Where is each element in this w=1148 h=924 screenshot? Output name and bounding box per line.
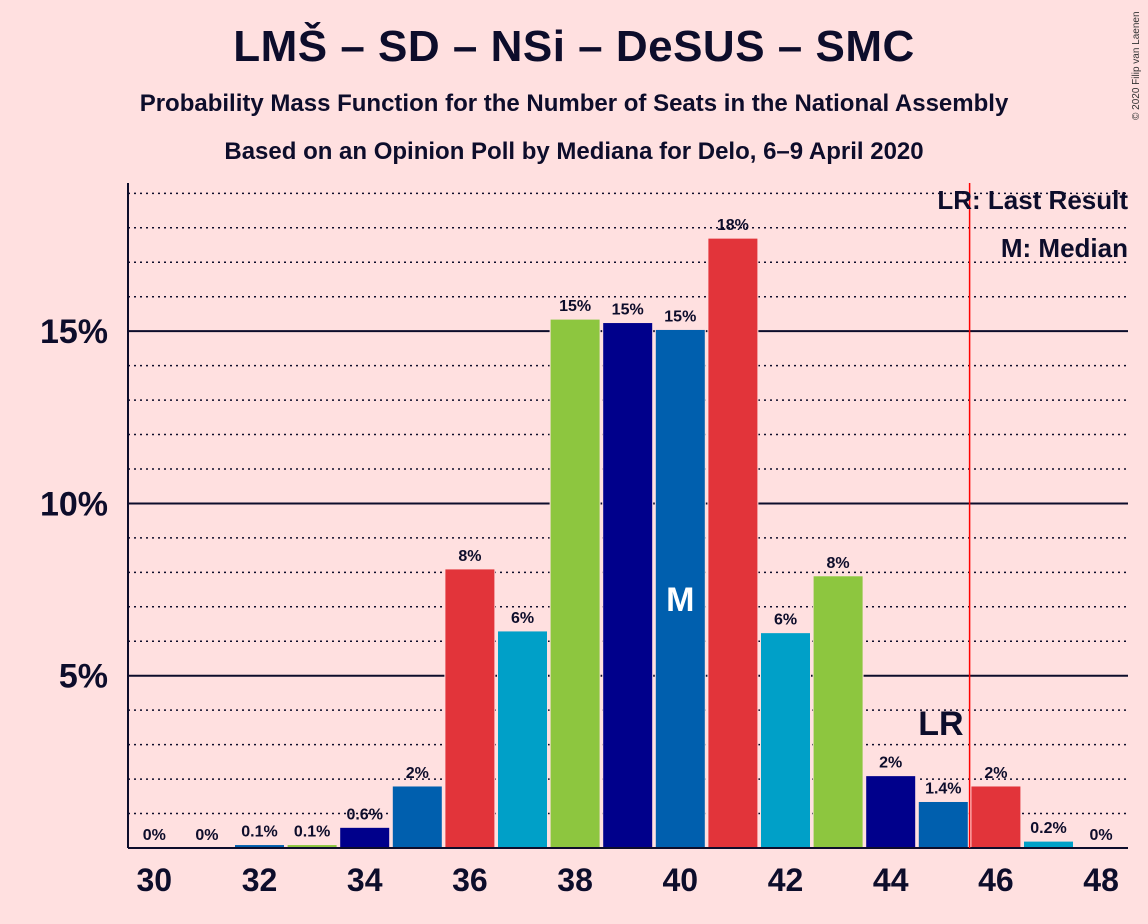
x-tick-label: 42 [768,862,804,898]
value-label-31: 0% [195,827,218,844]
median-marker: M [666,581,694,619]
bar-44 [865,775,917,849]
bar-36 [444,568,496,849]
x-tick-label: 44 [873,862,909,898]
y-tick-label: 5% [59,658,108,696]
axes: 5% 10% 15% 30 32 34 36 38 40 42 44 46 48 [40,183,1128,898]
bar-42 [760,632,811,849]
value-label-39: 15% [612,302,644,319]
x-tick-label: 46 [978,862,1014,898]
value-label-44: 2% [879,755,902,772]
value-label-41: 18% [717,217,749,234]
chart-title: LMŠ – SD – NSi – DeSUS – SMC [233,22,915,71]
bar-41 [707,237,759,849]
value-label-47: 0.2% [1030,820,1066,837]
bar-43 [812,575,864,849]
bar-34 [339,826,391,849]
value-label-30: 0% [143,827,166,844]
x-tick-label: 40 [663,862,699,898]
value-label-38: 15% [559,298,591,315]
bars [234,237,1074,849]
value-label-42: 6% [774,612,797,629]
x-tick-label: 34 [347,862,383,898]
value-label-32: 0.1% [241,824,277,841]
bar-39 [602,322,654,849]
last-result-marker: LR [918,705,963,743]
x-tick-label: 30 [137,862,173,898]
bar-38 [549,318,601,849]
x-tick-label: 32 [242,862,278,898]
x-tick-label: 36 [452,862,488,898]
value-label-35: 2% [406,765,429,782]
value-label-45: 1.4% [925,780,961,797]
bar-45 [917,800,969,849]
markers: M LR [666,183,971,848]
y-tick-label: 15% [40,313,108,351]
x-tick-label: 38 [557,862,593,898]
y-tick-label: 10% [40,485,108,523]
bar-37 [497,630,548,849]
legend-median: M: Median [1001,233,1128,263]
chart-subtitle: Probability Mass Function for the Number… [139,90,1009,117]
value-label-40: 15% [664,308,696,325]
bar-40 [654,328,706,849]
value-label-43: 8% [827,555,850,572]
bar-35 [391,785,443,849]
value-label-36: 8% [458,548,481,565]
value-label-34: 0.6% [346,806,382,823]
value-label-48: 0% [1090,827,1113,844]
value-label-33: 0.1% [294,824,330,841]
value-label-46: 2% [984,765,1007,782]
value-labels: 0% 0% 0.1% 0.1% 0.6% 2% 8% 6% 15% 15% 15% 18% 6% 8% 2%… [143,217,1113,844]
chart-source-line: Based on an Opinion Poll by Mediana for … [224,138,924,165]
bar-46 [970,785,1022,849]
legend-last-result: LR: Last Result [937,185,1128,215]
legend: LR: Last Result M: Median [937,185,1128,263]
bar-47 [1023,840,1074,849]
x-tick-label: 48 [1083,862,1119,898]
value-label-37: 6% [511,610,534,627]
